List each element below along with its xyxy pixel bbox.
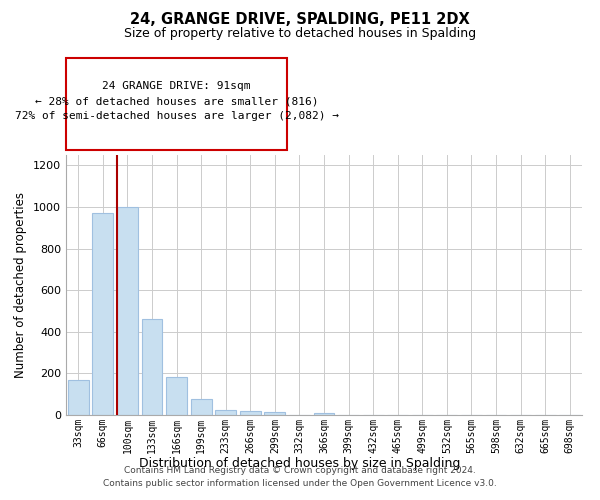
Bar [314,413,334,415]
Bar [92,213,113,415]
Bar [215,410,236,415]
Bar [142,320,163,415]
Bar [191,400,212,415]
Bar [265,412,286,415]
Text: 24 GRANGE DRIVE: 91sqm
← 28% of detached houses are smaller (816)
72% of semi-de: 24 GRANGE DRIVE: 91sqm ← 28% of detached… [14,82,338,121]
Bar [68,380,89,415]
Text: Contains HM Land Registry data © Crown copyright and database right 2024.
Contai: Contains HM Land Registry data © Crown c… [103,466,497,487]
Bar [117,207,138,415]
Text: 24, GRANGE DRIVE, SPALDING, PE11 2DX: 24, GRANGE DRIVE, SPALDING, PE11 2DX [130,12,470,28]
Bar [240,412,261,415]
Text: Size of property relative to detached houses in Spalding: Size of property relative to detached ho… [124,28,476,40]
Text: Distribution of detached houses by size in Spalding: Distribution of detached houses by size … [139,458,461,470]
Y-axis label: Number of detached properties: Number of detached properties [14,192,28,378]
Bar [166,376,187,415]
